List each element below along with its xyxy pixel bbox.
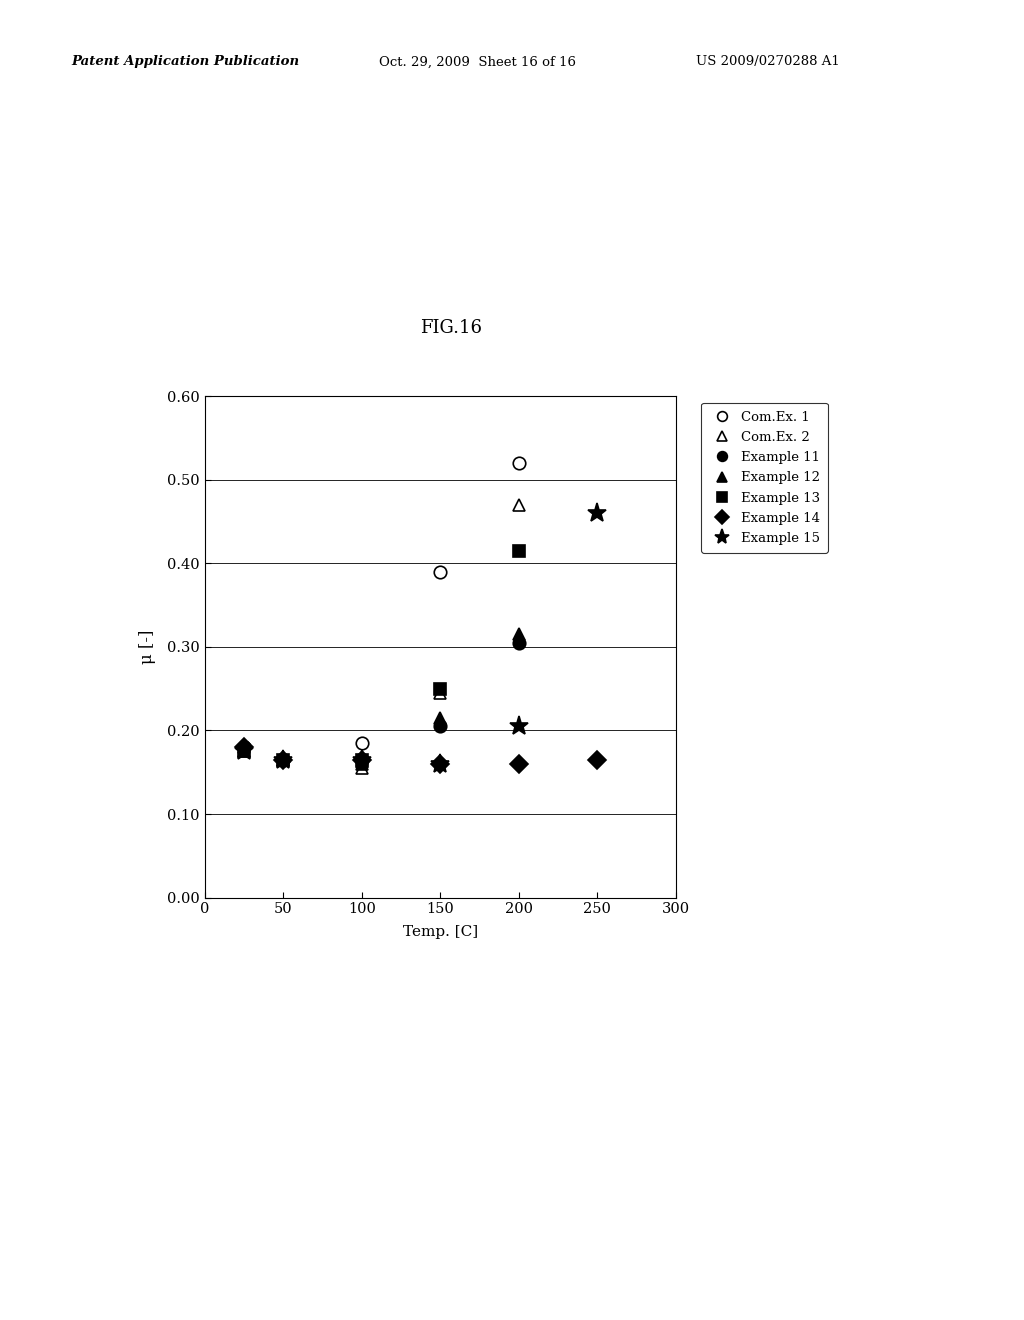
Text: Oct. 29, 2009  Sheet 16 of 16: Oct. 29, 2009 Sheet 16 of 16 <box>379 55 575 69</box>
Text: US 2009/0270288 A1: US 2009/0270288 A1 <box>696 55 840 69</box>
Text: FIG.16: FIG.16 <box>420 318 481 337</box>
X-axis label: Temp. [C]: Temp. [C] <box>402 925 478 939</box>
Legend: Com.Ex. 1, Com.Ex. 2, Example 11, Example 12, Example 13, Example 14, Example 15: Com.Ex. 1, Com.Ex. 2, Example 11, Exampl… <box>701 403 827 553</box>
Y-axis label: μ [-]: μ [-] <box>139 630 156 664</box>
Text: Patent Application Publication: Patent Application Publication <box>72 55 300 69</box>
